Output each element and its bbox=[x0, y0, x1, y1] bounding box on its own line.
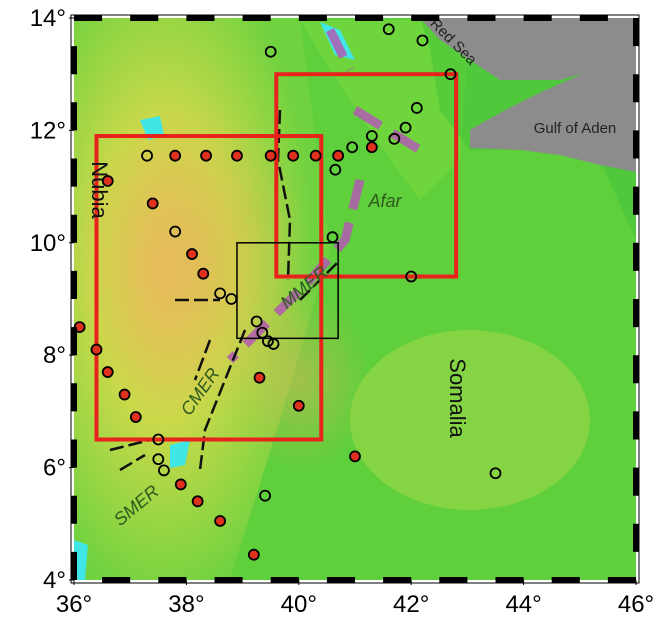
station bbox=[215, 516, 225, 526]
y-tick-label: 4° bbox=[43, 567, 66, 594]
map: Nubia Somalia Afar Red Sea Gulf of Aden … bbox=[0, 0, 660, 627]
x-tick-label: 42° bbox=[393, 591, 429, 618]
y-tick-label: 12° bbox=[30, 117, 66, 144]
x-tick-label: 40° bbox=[281, 591, 317, 618]
station bbox=[91, 345, 101, 355]
region-label: Somalia bbox=[445, 358, 470, 438]
station bbox=[311, 151, 321, 161]
station bbox=[294, 401, 304, 411]
station bbox=[103, 367, 113, 377]
station bbox=[350, 451, 360, 461]
sea-label: Gulf of Aden bbox=[534, 120, 617, 137]
station bbox=[367, 142, 377, 152]
station bbox=[193, 496, 203, 506]
x-tick-label: 44° bbox=[505, 591, 541, 618]
station bbox=[170, 151, 180, 161]
station bbox=[232, 151, 242, 161]
x-tick-label: 38° bbox=[168, 591, 204, 618]
y-tick-label: 8° bbox=[43, 342, 66, 369]
station bbox=[131, 412, 141, 422]
station bbox=[120, 390, 130, 400]
x-tick-label: 36° bbox=[56, 591, 92, 618]
station bbox=[198, 269, 208, 279]
station bbox=[187, 249, 197, 259]
y-tick-label: 6° bbox=[43, 455, 66, 482]
station bbox=[266, 151, 276, 161]
x-tick-label: 46° bbox=[618, 591, 654, 618]
y-tick-label: 10° bbox=[30, 230, 66, 257]
region-label: Nubia bbox=[87, 161, 112, 219]
station bbox=[288, 151, 298, 161]
station bbox=[176, 479, 186, 489]
station bbox=[249, 550, 259, 560]
station bbox=[333, 151, 343, 161]
page: {"map": { "xlim": [36, 46], "ylim": [4, … bbox=[0, 0, 660, 627]
station bbox=[201, 151, 211, 161]
station bbox=[148, 198, 158, 208]
station bbox=[254, 373, 264, 383]
region-label: Afar bbox=[367, 191, 402, 211]
y-tick-label: 14° bbox=[30, 5, 66, 32]
